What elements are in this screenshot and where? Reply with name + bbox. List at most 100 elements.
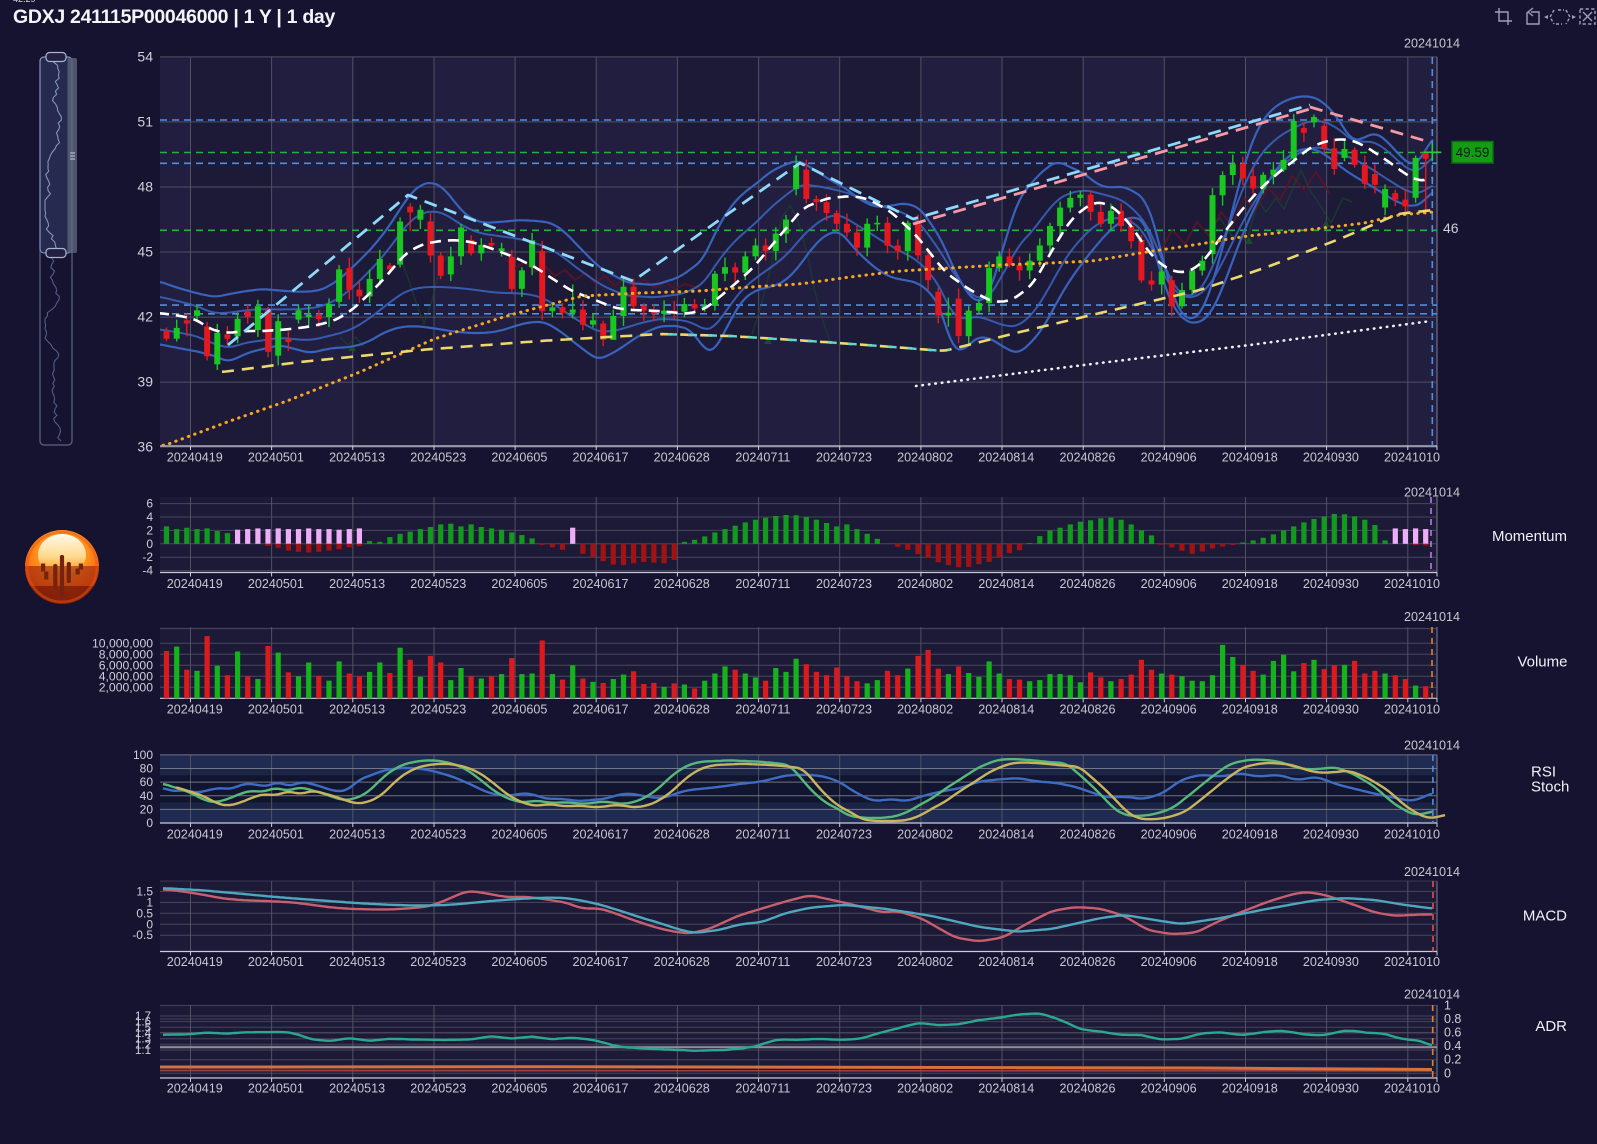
svg-text:20240723: 20240723 bbox=[816, 828, 872, 842]
svg-text:20240906: 20240906 bbox=[1141, 828, 1197, 842]
svg-text:0.6: 0.6 bbox=[1444, 1026, 1461, 1040]
svg-text:100: 100 bbox=[133, 748, 153, 762]
svg-text:MACD: MACD bbox=[1523, 908, 1567, 925]
svg-text:20240628: 20240628 bbox=[654, 828, 710, 842]
svg-text:20241014: 20241014 bbox=[1404, 37, 1460, 51]
svg-text:20240826: 20240826 bbox=[1059, 828, 1115, 842]
svg-text:20240513: 20240513 bbox=[329, 451, 385, 465]
svg-text:-2: -2 bbox=[142, 550, 153, 564]
svg-text:80: 80 bbox=[140, 762, 154, 776]
svg-text:20240617: 20240617 bbox=[572, 828, 628, 842]
svg-text:46: 46 bbox=[1443, 220, 1459, 236]
svg-text:20241010: 20241010 bbox=[1384, 703, 1440, 717]
svg-text:36: 36 bbox=[137, 439, 153, 455]
svg-text:20240711: 20240711 bbox=[735, 955, 790, 969]
svg-text:20240930: 20240930 bbox=[1303, 703, 1359, 717]
svg-text:1: 1 bbox=[146, 895, 153, 909]
svg-text:20240617: 20240617 bbox=[572, 1082, 628, 1096]
svg-text:20240802: 20240802 bbox=[897, 703, 953, 717]
svg-text:20240501: 20240501 bbox=[248, 828, 304, 842]
svg-text:20240523: 20240523 bbox=[410, 577, 466, 591]
svg-text:20240814: 20240814 bbox=[978, 1082, 1034, 1096]
svg-text:20241014: 20241014 bbox=[1404, 610, 1460, 624]
svg-text:20240513: 20240513 bbox=[329, 577, 385, 591]
svg-text:20240826: 20240826 bbox=[1059, 577, 1115, 591]
svg-text:20240605: 20240605 bbox=[491, 451, 547, 465]
svg-text:Momentum: Momentum bbox=[1492, 528, 1567, 545]
svg-text:1.4: 1.4 bbox=[135, 1028, 152, 1040]
svg-text:20240930: 20240930 bbox=[1303, 451, 1359, 465]
svg-text:1.2: 1.2 bbox=[135, 1039, 151, 1051]
svg-text:42: 42 bbox=[137, 309, 153, 325]
svg-text:20240711: 20240711 bbox=[735, 451, 790, 465]
svg-text:20240826: 20240826 bbox=[1059, 451, 1115, 465]
svg-text:20240814: 20240814 bbox=[978, 955, 1034, 969]
svg-text:-4: -4 bbox=[142, 564, 153, 578]
svg-text:20240605: 20240605 bbox=[491, 828, 547, 842]
svg-text:49.59: 49.59 bbox=[1456, 145, 1490, 160]
svg-text:20240628: 20240628 bbox=[654, 577, 710, 591]
svg-text:20240628: 20240628 bbox=[654, 1082, 710, 1096]
svg-text:20240802: 20240802 bbox=[897, 828, 953, 842]
svg-text:20240628: 20240628 bbox=[654, 955, 710, 969]
svg-text:2: 2 bbox=[146, 523, 153, 537]
svg-text:20240513: 20240513 bbox=[329, 1082, 385, 1096]
svg-text:1.6: 1.6 bbox=[135, 1017, 151, 1029]
svg-text:20240930: 20240930 bbox=[1303, 577, 1359, 591]
svg-text:0.2: 0.2 bbox=[1444, 1053, 1461, 1067]
svg-text:20241014: 20241014 bbox=[1404, 739, 1460, 753]
svg-text:1: 1 bbox=[1444, 998, 1451, 1012]
svg-text:20240826: 20240826 bbox=[1059, 1082, 1115, 1096]
svg-text:-0.5: -0.5 bbox=[132, 928, 153, 942]
svg-text:40: 40 bbox=[140, 789, 154, 803]
svg-text:4,000,000: 4,000,000 bbox=[99, 669, 153, 683]
svg-text:20240802: 20240802 bbox=[897, 577, 953, 591]
svg-text:20240930: 20240930 bbox=[1303, 1082, 1359, 1096]
svg-text:20240814: 20240814 bbox=[978, 451, 1034, 465]
svg-text:20241010: 20241010 bbox=[1384, 451, 1440, 465]
svg-text:20240826: 20240826 bbox=[1059, 955, 1115, 969]
svg-text:51: 51 bbox=[137, 113, 153, 129]
svg-text:20240723: 20240723 bbox=[816, 955, 872, 969]
svg-text:0: 0 bbox=[146, 816, 153, 830]
svg-text:20240628: 20240628 bbox=[654, 703, 710, 717]
svg-text:20241010: 20241010 bbox=[1384, 577, 1440, 591]
svg-text:20240628: 20240628 bbox=[654, 451, 710, 465]
svg-text:1.1: 1.1 bbox=[135, 1045, 151, 1057]
svg-text:6,000,000: 6,000,000 bbox=[99, 658, 153, 672]
svg-text:8,000,000: 8,000,000 bbox=[99, 647, 153, 661]
svg-text:20240906: 20240906 bbox=[1141, 955, 1197, 969]
svg-text:20240617: 20240617 bbox=[572, 955, 628, 969]
svg-text:20240523: 20240523 bbox=[410, 955, 466, 969]
svg-text:20: 20 bbox=[140, 802, 154, 816]
svg-text:20240930: 20240930 bbox=[1303, 828, 1359, 842]
svg-text:48: 48 bbox=[137, 179, 153, 195]
svg-text:20240723: 20240723 bbox=[816, 1082, 872, 1096]
svg-text:4: 4 bbox=[146, 510, 153, 524]
svg-text:1.5: 1.5 bbox=[135, 1022, 151, 1034]
svg-text:20240918: 20240918 bbox=[1222, 1082, 1278, 1096]
svg-text:20240723: 20240723 bbox=[816, 703, 872, 717]
svg-text:20240523: 20240523 bbox=[410, 828, 466, 842]
svg-text:20240419: 20240419 bbox=[167, 828, 223, 842]
svg-text:20241010: 20241010 bbox=[1384, 828, 1440, 842]
svg-text:20240814: 20240814 bbox=[978, 828, 1034, 842]
svg-text:20240906: 20240906 bbox=[1141, 451, 1197, 465]
svg-text:20240930: 20240930 bbox=[1303, 955, 1359, 969]
svg-text:20240605: 20240605 bbox=[491, 703, 547, 717]
svg-text:20240501: 20240501 bbox=[248, 451, 304, 465]
svg-text:20240513: 20240513 bbox=[329, 828, 385, 842]
svg-text:0: 0 bbox=[146, 537, 153, 551]
svg-text:20240826: 20240826 bbox=[1059, 703, 1115, 717]
svg-text:1.3: 1.3 bbox=[135, 1034, 151, 1046]
svg-text:0: 0 bbox=[1444, 1066, 1451, 1080]
svg-text:20240501: 20240501 bbox=[248, 703, 304, 717]
svg-text:1.5: 1.5 bbox=[136, 884, 153, 898]
svg-text:20240802: 20240802 bbox=[897, 451, 953, 465]
svg-text:Stoch: Stoch bbox=[1531, 779, 1569, 796]
svg-text:6: 6 bbox=[146, 497, 153, 511]
svg-text:20240419: 20240419 bbox=[167, 1082, 223, 1096]
svg-text:20240918: 20240918 bbox=[1222, 577, 1278, 591]
svg-text:20240711: 20240711 bbox=[735, 828, 790, 842]
svg-text:0: 0 bbox=[146, 917, 153, 931]
